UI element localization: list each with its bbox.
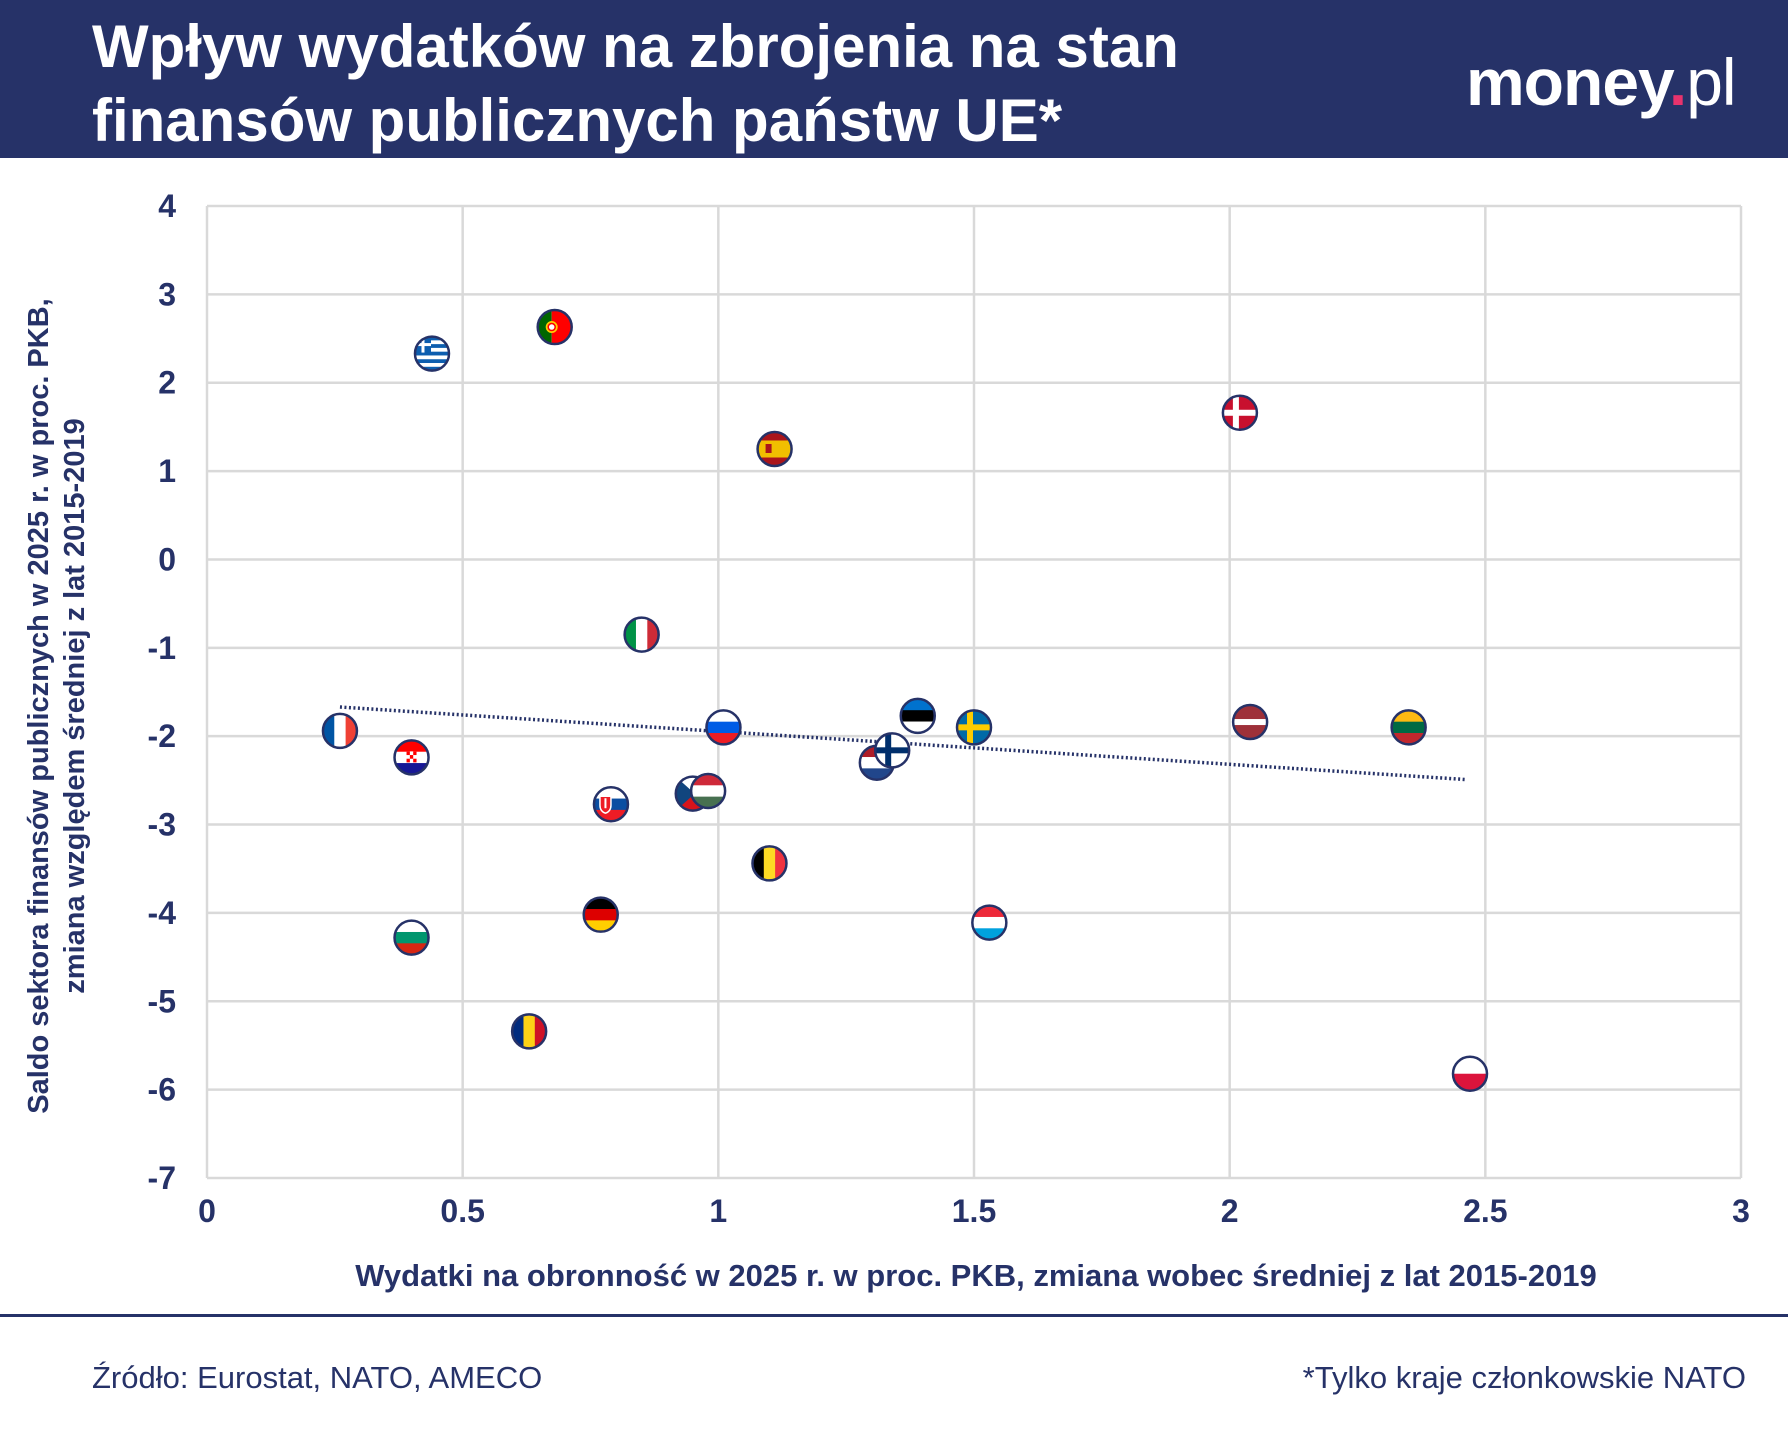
logo-dot: . xyxy=(1668,45,1687,119)
y-tick-label: -4 xyxy=(148,895,177,931)
source-note: Źródło: Eurostat, NATO, AMECO xyxy=(92,1360,543,1395)
poland-flag-icon xyxy=(1451,1055,1489,1092)
y-tick-label: 2 xyxy=(158,365,176,401)
y-axis-label-line-1: Saldo sektora finansów publicznych w 202… xyxy=(23,298,55,1113)
money-pl-logo: money.pl xyxy=(1466,42,1737,122)
italy-flag-icon xyxy=(623,616,660,653)
x-tick-label: 0.5 xyxy=(440,1193,484,1229)
greece-flag-icon xyxy=(413,335,451,372)
y-tick-label: -7 xyxy=(148,1160,176,1196)
logo-suffix: pl xyxy=(1686,45,1736,119)
belgium-flag-icon xyxy=(751,845,788,882)
hungary-flag-icon xyxy=(689,772,727,810)
y-tick-label: -3 xyxy=(148,807,176,843)
x-tick-labels: 0 0.5 1 1.5 2 2.5 3 xyxy=(198,1193,1750,1229)
x-tick-label: 1 xyxy=(709,1193,727,1229)
footnote: *Tylko kraje członkowskie NATO xyxy=(1302,1360,1746,1395)
title-line-1: Wpływ wydatków na zbrojenia na stan xyxy=(92,13,1179,80)
y-axis-label-line-2: zmiana względem średniej z lat 2015-2019 xyxy=(59,418,91,993)
y-tick-labels: 4 3 2 1 0 -1 -2 -3 -4 -5 -6 -7 xyxy=(148,188,177,1196)
data-points xyxy=(321,308,1489,1092)
slovenia-flag-icon xyxy=(705,709,742,746)
title-line-2: finansów publicznych państw UE* xyxy=(92,87,1063,154)
portugal-flag-icon xyxy=(536,308,573,346)
y-tick-label: 1 xyxy=(158,453,176,489)
chart-grid xyxy=(205,204,1743,1180)
bulgaria-flag-icon xyxy=(393,919,430,956)
spain-flag-icon xyxy=(756,430,793,468)
y-tick-label: 3 xyxy=(158,276,176,312)
croatia-flag-icon xyxy=(393,739,430,776)
x-tick-label: 1.5 xyxy=(952,1193,996,1229)
y-tick-label: -5 xyxy=(148,983,176,1019)
lithuania-flag-icon xyxy=(1390,709,1427,746)
y-tick-label: 0 xyxy=(158,541,176,577)
x-tick-label: 2 xyxy=(1221,1193,1239,1229)
y-tick-label: -1 xyxy=(148,630,176,666)
y-tick-label: 4 xyxy=(158,188,176,224)
germany-flag-icon xyxy=(582,896,619,933)
romania-flag-icon xyxy=(510,1013,548,1050)
x-tick-label: 0 xyxy=(198,1193,216,1229)
page-title: Wpływ wydatków na zbrojenia na stan fina… xyxy=(92,10,1392,158)
sweden-flag-icon xyxy=(955,709,993,746)
x-tick-label: 3 xyxy=(1732,1193,1750,1229)
scatter-chart: 0 0.5 1 1.5 2 2.5 3 4 3 2 1 0 -1 -2 -3 -4 -5 -6 -7 Wydatk… xyxy=(23,188,1750,1293)
denmark-flag-icon xyxy=(1221,394,1259,432)
footer-divider xyxy=(0,1314,1788,1317)
slovakia-flag-icon xyxy=(592,785,630,823)
finland-flag-icon xyxy=(873,732,911,769)
estonia-flag-icon xyxy=(899,697,937,735)
y-tick-label: -6 xyxy=(148,1072,176,1108)
logo-main: money xyxy=(1466,45,1670,119)
latvia-flag-icon xyxy=(1231,703,1269,741)
luxembourg-flag-icon xyxy=(971,904,1008,941)
x-axis-label: Wydatki na obronność w 2025 r. w proc. P… xyxy=(355,1258,1597,1293)
y-tick-label: -2 xyxy=(148,718,176,754)
x-tick-label: 2.5 xyxy=(1463,1193,1507,1229)
france-flag-icon xyxy=(321,712,359,750)
header-banner: Wpływ wydatków na zbrojenia na stan fina… xyxy=(0,0,1788,158)
